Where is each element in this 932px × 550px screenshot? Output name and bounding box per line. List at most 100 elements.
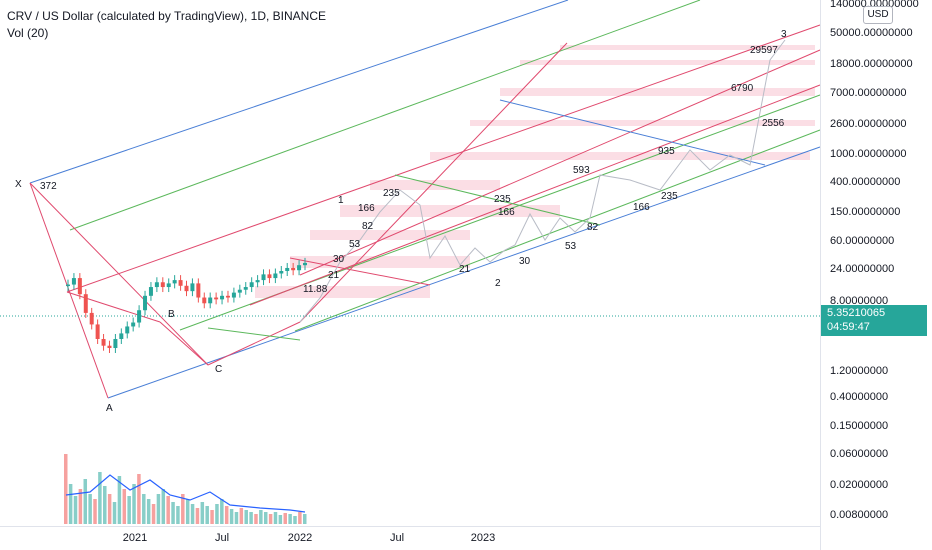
price-tick-label: 18000.00000000 bbox=[830, 58, 913, 70]
price-tick-label: 0.06000000 bbox=[830, 448, 888, 460]
projection-value: 235 bbox=[383, 188, 400, 199]
volume-bar bbox=[137, 474, 141, 524]
fork-line bbox=[69, 0, 701, 231]
fork-line bbox=[29, 182, 109, 399]
projection-value: 82 bbox=[362, 221, 374, 232]
candle-body bbox=[143, 295, 148, 311]
projection-zone bbox=[310, 230, 470, 240]
candle-body bbox=[196, 283, 201, 298]
projection-zone bbox=[560, 45, 815, 50]
candle-body bbox=[166, 283, 171, 288]
volume-bar bbox=[127, 496, 131, 524]
volume-bar bbox=[244, 510, 248, 524]
candle-body bbox=[71, 278, 76, 285]
volume-bar bbox=[215, 504, 219, 524]
fork-line bbox=[66, 24, 821, 293]
price-tick-label: 2600.00000000 bbox=[830, 118, 906, 130]
candle-body bbox=[273, 273, 278, 279]
candle-body bbox=[303, 262, 307, 266]
volume-bar bbox=[298, 512, 302, 524]
volume-bar bbox=[239, 508, 244, 524]
candle-body bbox=[160, 282, 165, 288]
volume-bar bbox=[151, 504, 156, 524]
volume-bar bbox=[234, 512, 239, 524]
candle-body bbox=[178, 280, 183, 286]
fork-line bbox=[499, 99, 766, 166]
volume-bar bbox=[293, 516, 297, 524]
price-tick-label: 0.40000000 bbox=[830, 391, 888, 403]
wave-label-c: C bbox=[215, 364, 222, 375]
volume-bar bbox=[263, 512, 268, 524]
volume-bar bbox=[288, 514, 292, 524]
projection-zone bbox=[290, 256, 470, 268]
candle-body bbox=[291, 267, 296, 271]
candle-body bbox=[214, 297, 219, 300]
projection-label: 2 bbox=[495, 278, 501, 289]
candle-body bbox=[220, 295, 225, 300]
projection-zone bbox=[520, 60, 815, 65]
wave-value-x: 372 bbox=[40, 181, 57, 192]
volume-bar bbox=[268, 514, 273, 524]
volume-bar bbox=[78, 489, 83, 524]
volume-bar bbox=[132, 484, 136, 524]
fork-line bbox=[29, 0, 569, 184]
projection-path bbox=[299, 39, 786, 323]
price-tick-label: 0.02000000 bbox=[830, 479, 888, 491]
projection-value: 235 bbox=[661, 191, 678, 202]
fork-line bbox=[294, 129, 821, 332]
time-axis: 2021 Jul 2022 Jul 2023 bbox=[123, 532, 495, 544]
projection-value: 2556 bbox=[762, 118, 785, 129]
candle-body bbox=[279, 271, 284, 274]
projection-value: 53 bbox=[565, 241, 577, 252]
projection-value: 166 bbox=[498, 207, 515, 218]
candle-body bbox=[285, 267, 290, 272]
projection-label: 1 bbox=[338, 195, 344, 206]
candle-body bbox=[131, 322, 136, 327]
candle-body bbox=[261, 274, 266, 281]
projection-zone bbox=[340, 205, 560, 217]
volume-indicator-label[interactable]: Vol (20) bbox=[7, 26, 49, 40]
projection-zone bbox=[500, 88, 815, 96]
volume-bar bbox=[273, 512, 278, 524]
currency-badge[interactable]: USD bbox=[863, 6, 893, 24]
time-tick-label: Jul bbox=[215, 532, 229, 544]
projection-value: 166 bbox=[633, 202, 650, 213]
projection-zone bbox=[430, 152, 810, 160]
candle-body bbox=[231, 292, 236, 298]
fork-line bbox=[159, 321, 209, 366]
price-tick-label: 24.00000000 bbox=[830, 263, 894, 275]
volume-bar bbox=[73, 496, 78, 524]
price-tick-label: 150.00000000 bbox=[830, 206, 900, 218]
projection-value: 11.88 bbox=[303, 284, 328, 295]
volume-bar bbox=[68, 484, 73, 524]
volume-bars bbox=[64, 454, 307, 524]
volume-moving-average bbox=[65, 474, 306, 513]
volume-bar bbox=[181, 494, 185, 524]
candle-body bbox=[225, 295, 230, 298]
price-tick-label: 7000.00000000 bbox=[830, 87, 906, 99]
projection-zone bbox=[255, 286, 430, 298]
volume-bar bbox=[112, 502, 117, 524]
volume-bar bbox=[117, 476, 122, 524]
volume-bar bbox=[210, 510, 214, 524]
candle-body bbox=[66, 284, 70, 287]
candle-body bbox=[113, 338, 118, 349]
volume-bar bbox=[107, 494, 112, 524]
price-tick-label: 140000.00000000 bbox=[830, 0, 919, 10]
volume-bar bbox=[98, 472, 102, 524]
wave-labels: X 372ABC12311.882130538216623521305382166… bbox=[15, 29, 787, 414]
candle-body bbox=[77, 278, 82, 295]
volume-bar bbox=[146, 499, 151, 524]
price-tick-label: 0.15000000 bbox=[830, 420, 888, 432]
projection-value: 235 bbox=[494, 194, 511, 205]
pitchfork-lines bbox=[29, 0, 821, 399]
candle-body bbox=[137, 310, 142, 323]
candle-body bbox=[107, 345, 112, 349]
wave-label-x: X bbox=[15, 179, 22, 190]
candle-body bbox=[267, 274, 272, 279]
price-tick-label: 60.00000000 bbox=[830, 235, 894, 247]
volume-bar bbox=[195, 508, 200, 524]
volume-bar bbox=[64, 454, 68, 524]
candle-body bbox=[89, 312, 94, 325]
